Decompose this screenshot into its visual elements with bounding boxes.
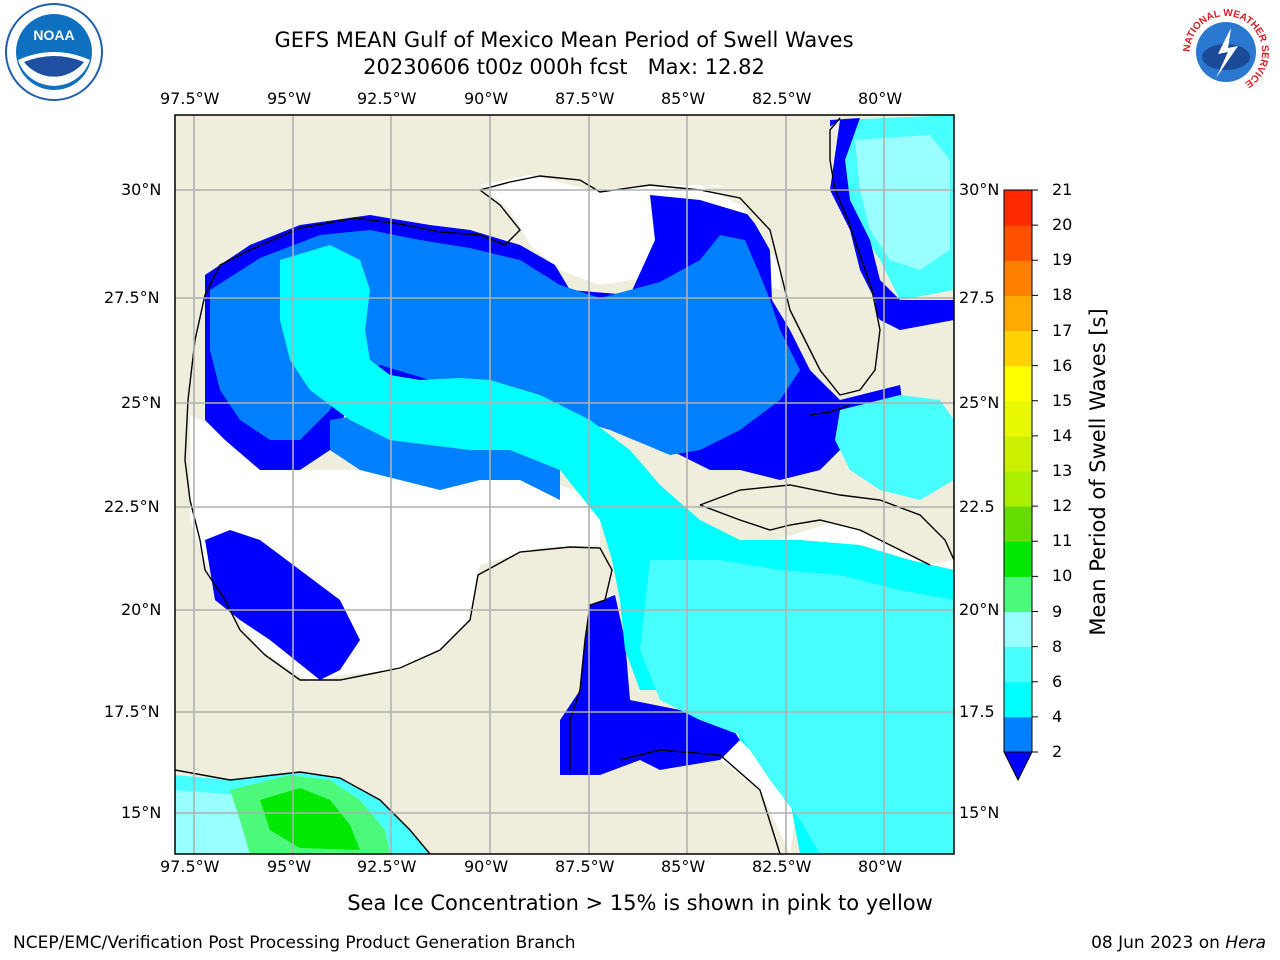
lon-tick-bottom: 92.5°W bbox=[357, 857, 417, 876]
yucatan-land bbox=[320, 545, 790, 854]
lat-tick-right: 15°N bbox=[959, 803, 1000, 822]
svg-text:NOAA: NOAA bbox=[33, 27, 74, 43]
colorbar-tick-label: 21 bbox=[1052, 180, 1073, 199]
lat-tick-left: 20°N bbox=[121, 600, 162, 619]
colorbar-tick-label: 6 bbox=[1052, 671, 1063, 691]
lon-tick-bottom: 80°W bbox=[858, 857, 903, 876]
colorbar-label: Mean Period of Swell Waves [s] bbox=[1086, 308, 1110, 636]
footer-date-text: 08 Jun 2023 on bbox=[1091, 933, 1226, 953]
noaa-logo-icon: NOAA bbox=[5, 3, 103, 101]
florida-land bbox=[700, 120, 880, 395]
lat-tick-left: 17.5°N bbox=[104, 702, 160, 721]
graticule bbox=[175, 115, 954, 854]
colorbar-segment bbox=[1004, 471, 1032, 507]
nws-logo-icon: NATIONAL WEATHER SERVICE bbox=[1178, 4, 1274, 100]
swell-band-2-west bbox=[205, 530, 360, 680]
lon-tick-top: 92.5°W bbox=[357, 89, 417, 108]
lat-tick-left: 15°N bbox=[121, 803, 162, 822]
colorbar-tick-label: 13 bbox=[1052, 461, 1073, 480]
colorbar-segment bbox=[1004, 611, 1032, 648]
colorbar-segment bbox=[1004, 260, 1032, 296]
lon-tick-bottom: 82.5°W bbox=[752, 857, 812, 876]
lat-tick-right: 25°N bbox=[959, 393, 1000, 412]
colorbar-segment bbox=[1004, 330, 1032, 367]
lon-tick-bottom: 90°W bbox=[464, 857, 509, 876]
lat-tick-right: 30°N bbox=[959, 180, 1000, 199]
coastlines bbox=[175, 117, 954, 854]
lat-tick-right: 17.5 bbox=[959, 702, 995, 721]
colorbar-segment bbox=[1004, 400, 1032, 437]
lat-tick-left: 25°N bbox=[121, 393, 162, 412]
chart-title: GEFS MEAN Gulf of Mexico Mean Period of … bbox=[274, 28, 854, 52]
lat-tick-left: 27.5°N bbox=[104, 288, 160, 307]
lat-tick-right: 22.5 bbox=[959, 497, 995, 516]
lon-tick-bottom: 97.5°W bbox=[160, 857, 220, 876]
colorbar-segment bbox=[1004, 646, 1032, 683]
colorbar-tick-label: 4 bbox=[1052, 706, 1063, 726]
colorbar-tick-label: 18 bbox=[1052, 285, 1073, 305]
lon-tick-top: 85°W bbox=[661, 89, 706, 108]
colorbar-segment bbox=[1004, 576, 1032, 612]
colorbar-tick-label: 10 bbox=[1052, 566, 1073, 586]
colorbar-tick-label: 12 bbox=[1052, 496, 1073, 516]
colorbar-under-arrow bbox=[1003, 751, 1033, 782]
colorbar-segment bbox=[1004, 295, 1032, 331]
lon-tick-bottom: 85°W bbox=[661, 857, 706, 876]
lon-tick-top: 90°W bbox=[464, 89, 509, 108]
lon-tick-top: 87.5°W bbox=[555, 89, 615, 108]
lat-tick-right: 27.5 bbox=[959, 288, 995, 307]
colorbar-tick-label: 17 bbox=[1052, 320, 1073, 340]
colorbar-segment bbox=[1004, 681, 1032, 718]
lon-tick-bottom: 95°W bbox=[267, 857, 312, 876]
lat-tick-right: 20°N bbox=[959, 600, 1000, 619]
lon-tick-top: 82.5°W bbox=[752, 89, 812, 108]
map-frame bbox=[174, 114, 955, 855]
pacific-swell-max bbox=[260, 788, 360, 850]
lon-tick-top: 80°W bbox=[858, 89, 903, 108]
colorbar-tick-label: 11 bbox=[1052, 531, 1073, 551]
bahamas-swell bbox=[835, 395, 954, 500]
atlantic-swell-light bbox=[855, 135, 950, 270]
colorbar-segment bbox=[1004, 225, 1032, 261]
colorbar-tick-label: 16 bbox=[1052, 355, 1073, 375]
colorbar-segment bbox=[1004, 716, 1032, 753]
colorbar-tick-label: 15 bbox=[1052, 390, 1073, 410]
chart-subtitle: 20230606 t00z 000h fcst Max: 12.82 bbox=[363, 55, 765, 79]
colorbar-tick-label: 14 bbox=[1052, 425, 1073, 445]
lon-tick-top: 97.5°W bbox=[160, 89, 220, 108]
colorbar-tick-label: 8 bbox=[1052, 636, 1063, 656]
colorbar-segment bbox=[1004, 435, 1032, 472]
colorbar-tick-label: 9 bbox=[1052, 601, 1063, 621]
lon-tick-top: 95°W bbox=[267, 89, 312, 108]
footer-host: Hera bbox=[1225, 933, 1266, 953]
sea-ice-note: Sea Ice Concentration > 15% is shown in … bbox=[347, 891, 933, 915]
footer-date: 08 Jun 2023 on Hera bbox=[1091, 933, 1266, 953]
lat-tick-left: 30°N bbox=[121, 180, 162, 199]
colorbar-segment bbox=[1004, 506, 1032, 542]
colorbar-tick-label: 2 bbox=[1052, 742, 1063, 761]
swell-band-2-yucatan bbox=[560, 595, 740, 775]
lon-tick-bottom: 87.5°W bbox=[555, 857, 615, 876]
lat-tick-left: 22.5°N bbox=[104, 497, 160, 516]
footer-credit: NCEP/EMC/Verification Post Processing Pr… bbox=[13, 933, 576, 953]
colorbar-tick-label: 19 bbox=[1052, 250, 1073, 270]
colorbar-segment bbox=[1004, 365, 1032, 402]
colorbar-segment bbox=[1004, 190, 1032, 226]
colorbar-tick-label: 20 bbox=[1052, 215, 1073, 235]
colorbar bbox=[1003, 189, 1038, 782]
swell-band-8 bbox=[640, 560, 954, 854]
colorbar-segment bbox=[1004, 541, 1032, 577]
